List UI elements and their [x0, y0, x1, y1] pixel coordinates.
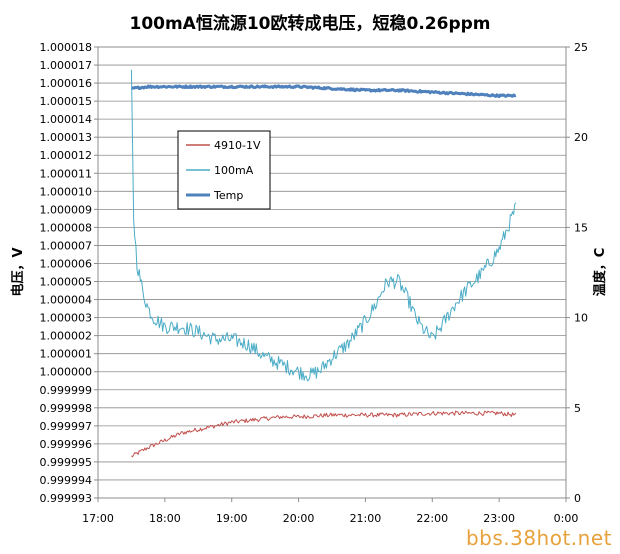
y2-tick-label: 15	[574, 221, 588, 234]
y2-tick-label: 25	[574, 41, 588, 54]
x-tick-label: 20:00	[283, 512, 315, 525]
y-tick-label: 0.999994	[40, 474, 93, 487]
y-tick-label: 1.000012	[40, 149, 93, 162]
y2-tick-label: 5	[574, 402, 581, 415]
x-axis-ticks: 17:00 18:00 19:00 20:00 21:00 22:00 23:00 0:00	[82, 498, 578, 525]
series-4910-line	[131, 410, 517, 458]
plot-frame	[97, 46, 567, 499]
y-tick-label: 1.000011	[40, 167, 93, 180]
y-tick-label: 1.000007	[40, 239, 93, 252]
y-tick-label: 0.999997	[40, 420, 93, 433]
y-tick-label: 0.999999	[40, 384, 93, 397]
y-tick-label: 1.000006	[40, 257, 93, 270]
series-100ma-line	[130, 69, 517, 382]
y-tick-label: 1.000001	[40, 348, 93, 361]
x-tick-label: 23:00	[483, 512, 515, 525]
y-tick-label: 1.000015	[40, 95, 93, 108]
x-tick-label: 18:00	[149, 512, 181, 525]
y-tick-label: 1.000009	[40, 203, 93, 216]
series-lines	[130, 69, 517, 458]
y-tick-label: 0.999998	[40, 402, 93, 415]
legend-label-temp: Temp	[213, 189, 243, 202]
y-tick-label: 1.000004	[40, 294, 93, 307]
y2-tick-label: 10	[574, 312, 588, 325]
watermark: bbs.38hot.net	[465, 526, 612, 550]
y-tick-label: 1.000002	[40, 330, 93, 343]
y-tick-label: 0.999996	[40, 438, 93, 451]
x-tick-label: 19:00	[216, 512, 248, 525]
y-tick-label: 1.000000	[40, 366, 93, 379]
chart-title: 100mA恒流源10欧转成电压，短稳0.26ppm	[129, 13, 490, 34]
y-tick-label: 1.000008	[40, 221, 93, 234]
y-tick-label: 1.000005	[40, 276, 93, 289]
legend-label-100ma: 100mA	[214, 164, 254, 177]
x-tick-label: 0:00	[554, 512, 579, 525]
y-tick-label: 1.000013	[40, 131, 93, 144]
y-tick-label: 1.000017	[40, 59, 93, 72]
y2-tick-label: 0	[574, 492, 581, 505]
y-axis-label: 电压，V	[10, 247, 26, 296]
y-tick-label: 1.000003	[40, 312, 93, 325]
series-temp-line	[131, 84, 517, 99]
y-tick-label: 0.999993	[40, 492, 93, 505]
left-axis-ticks: 1.000018 1.000017 1.000016 1.000015 1.000014…	[40, 41, 98, 505]
x-tick-label: 21:00	[350, 512, 382, 525]
gridlines	[98, 64, 566, 481]
x-tick-label: 22:00	[416, 512, 448, 525]
right-axis-ticks: 25 20 15 10 5 0	[566, 41, 588, 505]
y-tick-label: 1.000010	[40, 185, 93, 198]
y2-tick-label: 20	[574, 131, 588, 144]
legend-label-4910: 4910-1V	[214, 139, 261, 152]
legend: 4910-1V 100mA Temp	[177, 130, 271, 210]
y-tick-label: 1.000014	[40, 113, 93, 126]
y2-axis-label: 温度，C	[592, 248, 608, 297]
y-tick-label: 0.999995	[40, 456, 93, 469]
y-tick-label: 1.000018	[40, 41, 93, 54]
x-tick-label: 17:00	[82, 512, 114, 525]
y-tick-label: 1.000016	[40, 77, 93, 90]
